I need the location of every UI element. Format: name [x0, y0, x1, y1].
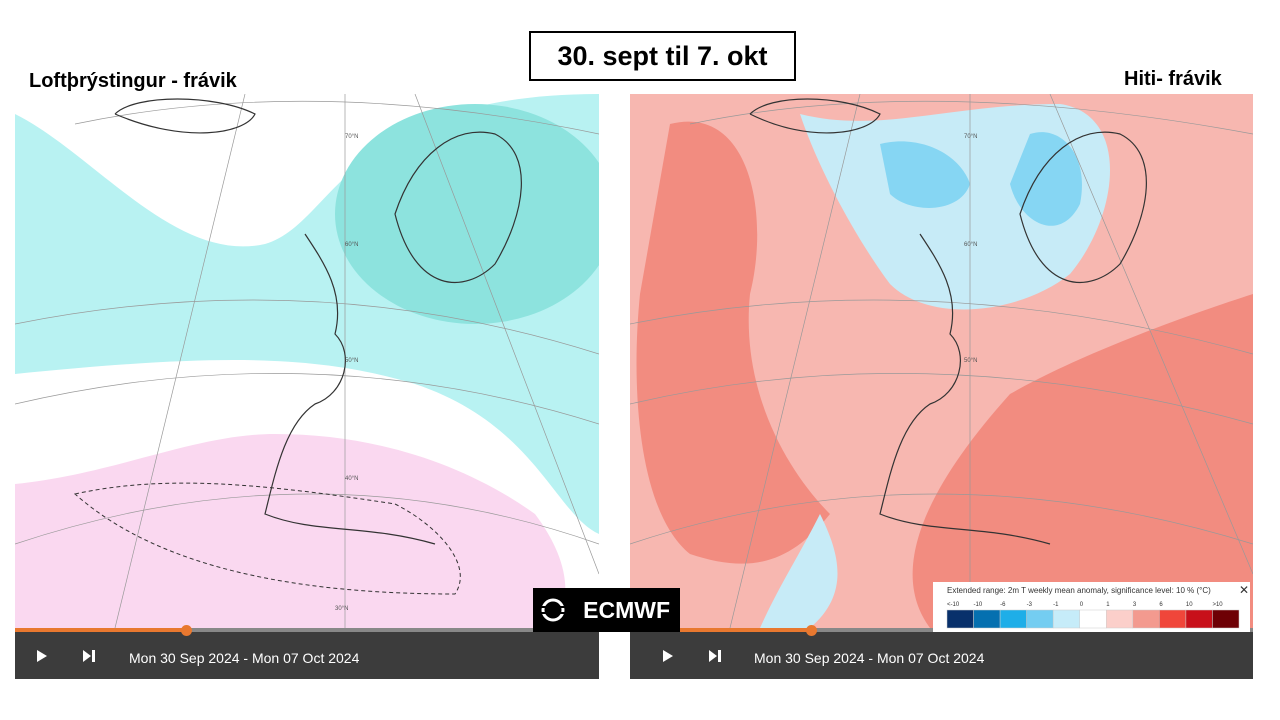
- legend-swatch: [946, 609, 974, 629]
- lat-label: 30°N: [335, 606, 348, 612]
- legend-label: 10: [1186, 602, 1193, 608]
- slide-title: 30. sept til 7. okt: [529, 31, 796, 81]
- legend-label: 3: [1133, 602, 1137, 608]
- play-button[interactable]: [663, 650, 673, 662]
- legend-swatch: [999, 609, 1027, 629]
- lat-label: 60°N: [345, 242, 358, 248]
- pressure-map: 70°N 60°N 50°N 40°N 30°N: [15, 94, 599, 628]
- next-button[interactable]: [83, 650, 95, 662]
- next-button[interactable]: [709, 650, 721, 662]
- legend-label: -1: [1053, 602, 1059, 608]
- date-range: Mon 30 Sep 2024 - Mon 07 Oct 2024: [129, 650, 360, 666]
- play-button[interactable]: [37, 650, 47, 662]
- legend: Extended range: 2m T weekly mean anomaly…: [933, 582, 1250, 632]
- legend-swatch: [1106, 609, 1134, 629]
- player-bar: Mon 30 Sep 2024 - Mon 07 Oct 2024: [630, 625, 1253, 679]
- logo: ECMWF: [533, 588, 680, 632]
- close-icon[interactable]: ✕: [1239, 583, 1249, 597]
- legend-swatch: [973, 609, 1001, 629]
- legend-label: 1: [1106, 602, 1110, 608]
- player-buttons[interactable]: [663, 650, 723, 664]
- legend-swatch: [1185, 609, 1213, 629]
- legend-swatch: [1079, 609, 1107, 629]
- legend-title: Extended range: 2m T weekly mean anomaly…: [947, 586, 1211, 595]
- legend-label: 0: [1080, 602, 1084, 608]
- legend-label: 6: [1159, 602, 1163, 608]
- lat-label: 60°N: [964, 242, 977, 248]
- left-label: Loftþrýstingur - frávik: [29, 70, 237, 92]
- lat-label: 50°N: [964, 358, 977, 364]
- logo-text: ECMWF: [583, 597, 670, 623]
- legend-label: -10: [974, 602, 983, 608]
- player-bar: Mon 30 Sep 2024 - Mon 07 Oct 2024: [15, 625, 599, 679]
- legend-label: -6: [1000, 602, 1006, 608]
- legend-label: >10: [1212, 602, 1223, 608]
- player-buttons[interactable]: [37, 650, 97, 664]
- date-range: Mon 30 Sep 2024 - Mon 07 Oct 2024: [754, 650, 985, 666]
- legend-swatch: [1132, 609, 1160, 629]
- right-label: Hiti- frávik: [1124, 68, 1222, 90]
- temperature-map: 70°N 60°N 50°N: [630, 94, 1253, 628]
- legend-swatch: [1212, 609, 1240, 629]
- legend-swatch: [1052, 609, 1080, 629]
- legend-label: <-10: [947, 602, 960, 608]
- legend-swatch: [1159, 609, 1187, 629]
- lat-label: 40°N: [345, 476, 358, 482]
- legend-label: -3: [1027, 602, 1033, 608]
- logo-icon: [541, 598, 571, 622]
- lat-label: 70°N: [964, 134, 977, 140]
- lat-label: 70°N: [345, 134, 358, 140]
- lat-label: 50°N: [345, 358, 358, 364]
- legend-swatch: [1026, 609, 1054, 629]
